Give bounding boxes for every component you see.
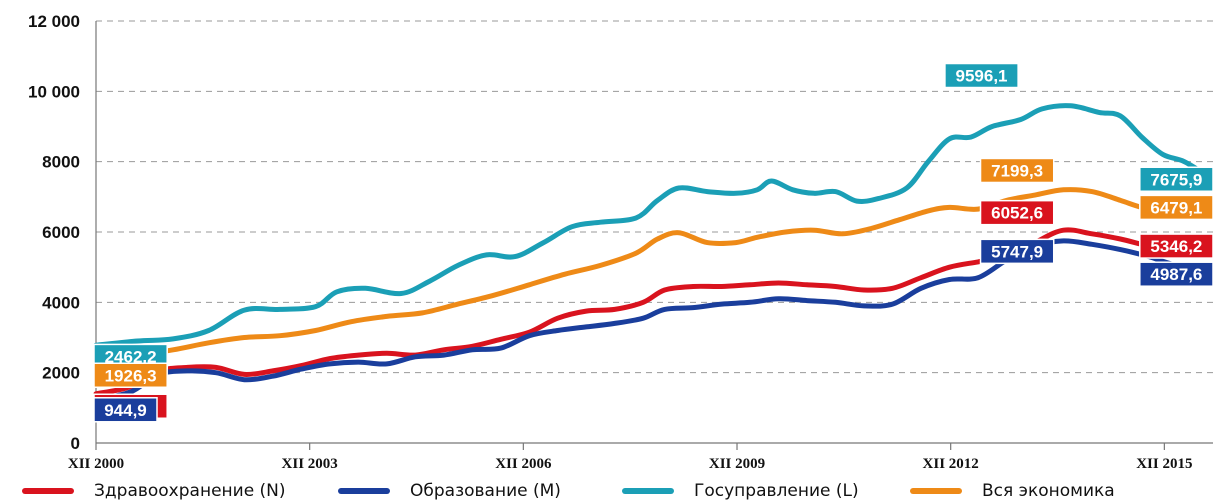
y-tick-label: 8000 [42, 153, 80, 172]
data-label-text: 4987,6 [1150, 265, 1202, 284]
legend-label-government: Госуправление (L) [694, 481, 859, 501]
y-tick-label: 0 [71, 434, 80, 453]
data-label: 4987,6 [1139, 261, 1213, 287]
y-tick-label: 10 000 [28, 82, 80, 101]
data-label-box [93, 397, 158, 423]
data-label: 7675,9 [1139, 166, 1213, 192]
series-line-образование-m [93, 238, 1213, 402]
x-tick-label: XII 2012 [923, 456, 979, 472]
x-tick-label: XII 2000 [68, 456, 124, 472]
legend: Здравоохранение (N) Образование (M) Госу… [0, 478, 1213, 504]
y-tick-label: 6000 [42, 223, 80, 242]
data-label: 5747,9 [979, 238, 1055, 265]
legend-swatch-government [622, 488, 674, 494]
data-label: 9596,1 [944, 62, 1019, 89]
data-label-box [979, 238, 1055, 265]
data-label: 944,9 [93, 397, 158, 423]
data-label-box [93, 362, 168, 389]
grid-lines [96, 20, 1213, 374]
data-label-box [979, 199, 1055, 226]
data-label-text: 6479,1 [1150, 198, 1202, 217]
y-tick-label: 4000 [42, 293, 80, 312]
data-label-box [944, 62, 1019, 89]
x-tick-label: XII 2003 [282, 456, 338, 472]
data-label-text: 5346,2 [1150, 237, 1202, 256]
legend-swatch-education [338, 488, 390, 494]
series-line-госуправление-l [93, 103, 1213, 348]
data-label: 7199,3 [979, 157, 1055, 184]
legend-label-whole-economy: Вся экономика [982, 481, 1115, 501]
x-tick-label: XII 2009 [709, 456, 765, 472]
x-tick-label: XII 2006 [495, 456, 552, 472]
data-label: 1926,3 [93, 362, 168, 389]
legend-swatch-healthcare [22, 488, 74, 494]
data-labels: 2462,21926,31045,3944,99596,17199,36052,… [93, 62, 1213, 423]
data-label-text: 9596,1 [956, 67, 1008, 86]
y-tick-label: 2000 [42, 364, 80, 383]
data-label-text: 5747,9 [991, 242, 1043, 261]
data-label-box [1139, 233, 1213, 259]
data-label: 6052,6 [979, 199, 1055, 226]
legend-swatch-whole-economy [910, 488, 962, 494]
x-tick-label: XII 2015 [1136, 456, 1192, 472]
y-tick-labels: 0 2000 4000 6000 8000 10 000 12 000 [28, 12, 80, 453]
data-label-text: 2462,2 [105, 347, 157, 366]
data-label-box [1139, 194, 1213, 221]
legend-item-education: Образование (M) [338, 480, 561, 502]
legend-item-government: Госуправление (L) [622, 480, 859, 502]
data-label-text: 6052,6 [991, 204, 1043, 223]
data-label-text: 944,9 [104, 401, 147, 420]
legend-item-healthcare: Здравоохранение (N) [22, 480, 286, 502]
y-tick-label: 12 000 [28, 12, 80, 31]
data-label-text: 1926,3 [105, 366, 157, 385]
data-label: 6479,1 [1139, 194, 1213, 221]
data-label-text: 7199,3 [991, 161, 1043, 180]
data-label-box [1139, 166, 1213, 192]
x-tick-labels: XII 2000 XII 2003 XII 2006 XII 2009 XII 2012… [68, 456, 1193, 472]
data-label-text: 7675,9 [1150, 170, 1202, 189]
series-line-вся-экономика [93, 187, 1213, 365]
data-label: 5346,2 [1139, 233, 1213, 259]
legend-label-education: Образование (M) [410, 481, 561, 501]
data-label-box [979, 157, 1055, 184]
data-label-box [1139, 261, 1213, 287]
legend-item-whole-economy: Вся экономика [910, 480, 1115, 502]
legend-label-healthcare: Здравоохранение (N) [94, 481, 286, 501]
